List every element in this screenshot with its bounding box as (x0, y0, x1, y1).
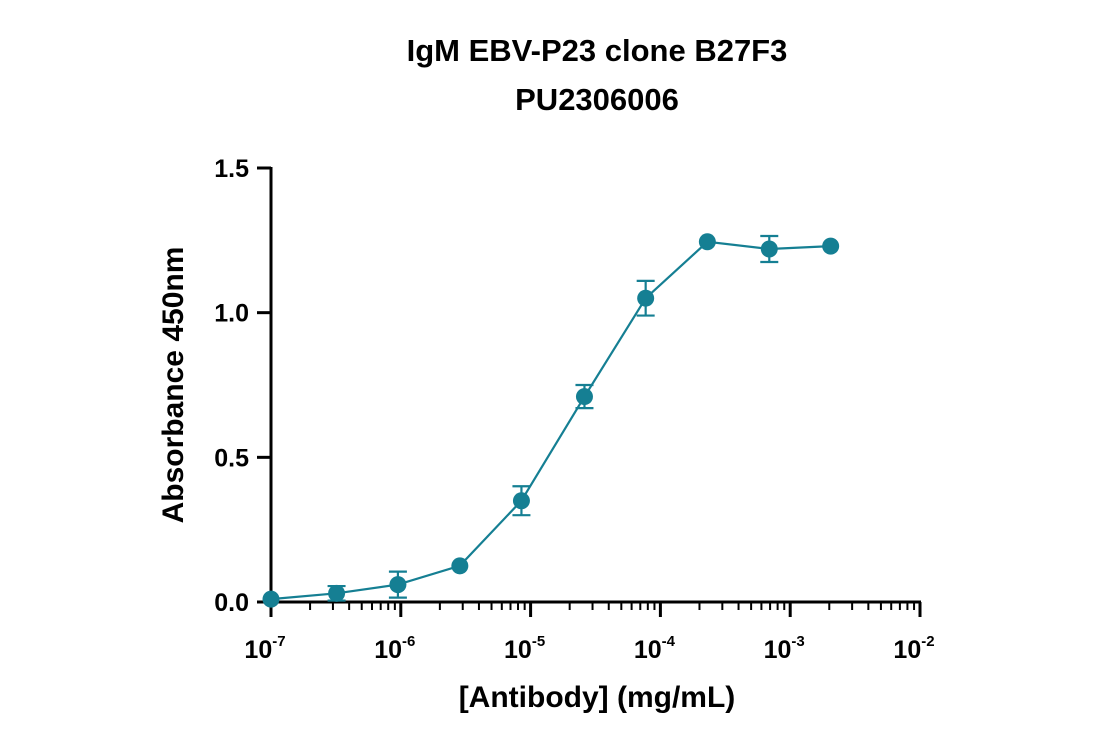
data-point (698, 233, 716, 251)
data-point (262, 590, 280, 608)
x-tick-label: 10-2 (893, 633, 934, 664)
data-point (512, 492, 530, 510)
x-tick-base: 10 (244, 636, 272, 664)
data-point (389, 576, 407, 594)
series-line (270, 240, 831, 601)
x-axis-label: [Antibody] (mg/mL) (459, 681, 736, 714)
x-tick-exponent: -4 (662, 633, 676, 650)
x-tick-exponent: -7 (272, 633, 285, 650)
x-tick-label: 10-7 (244, 633, 285, 664)
chart-title-line-1: IgM EBV-P23 clone B27F3 (407, 33, 788, 68)
y-tick-label: 0.5 (214, 444, 249, 472)
y-tick-label: 0.0 (214, 589, 249, 617)
x-tick-base: 10 (893, 636, 921, 664)
x-tick-exponent: -2 (921, 633, 934, 650)
data-series (262, 233, 840, 608)
data-point (822, 237, 840, 255)
x-tick-label: 10-4 (634, 633, 676, 664)
y-tick-label: 1.5 (214, 155, 249, 183)
x-tick-base: 10 (374, 636, 402, 664)
data-point (637, 289, 655, 307)
x-tick-label: 10-6 (374, 633, 415, 664)
x-tick-label: 10-3 (764, 633, 805, 664)
data-point (328, 584, 346, 602)
x-tick-base: 10 (504, 636, 532, 664)
x-tick-label: 10-5 (504, 633, 545, 664)
x-tick-exponent: -5 (532, 633, 545, 650)
x-tick-base: 10 (634, 636, 662, 664)
y-axis-label: Absorbance 450nm (157, 247, 190, 524)
data-point (451, 557, 469, 575)
x-tick-exponent: -6 (402, 633, 415, 650)
chart-title-line-2: PU2306006 (515, 82, 679, 117)
x-tick-base: 10 (764, 636, 792, 664)
x-tick-exponent: -3 (791, 633, 804, 650)
y-tick-label: 1.0 (214, 300, 249, 328)
axes: 0.00.51.01.510-7 10-6 10-5 10-4 10-3 10-2 (214, 155, 934, 664)
data-point (575, 388, 593, 406)
data-point (760, 240, 778, 258)
